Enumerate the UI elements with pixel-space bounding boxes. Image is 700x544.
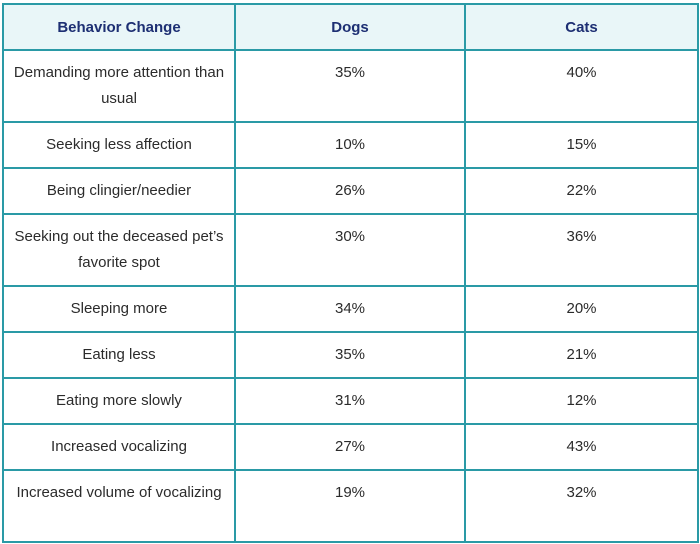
behavior-cell: Seeking out the deceased pet’s favorite … xyxy=(2,213,236,287)
dogs-cell: 35% xyxy=(234,49,466,123)
behavior-cell: Increased vocalizing xyxy=(2,423,236,471)
behavior-cell: Demanding more attention than usual xyxy=(2,49,236,123)
dogs-cell: 30% xyxy=(234,213,466,287)
table-row: Demanding more attention than usual 35% … xyxy=(2,49,699,123)
table-row: Increased vocalizing 27% 43% xyxy=(2,423,699,471)
dogs-cell: 10% xyxy=(234,121,466,169)
dogs-cell: 31% xyxy=(234,377,466,425)
cats-cell: 40% xyxy=(464,49,699,123)
dogs-cell: 19% xyxy=(234,469,466,543)
table-row: Seeking out the deceased pet’s favorite … xyxy=(2,213,699,287)
dogs-cell: 34% xyxy=(234,285,466,333)
table-row: Eating more slowly 31% 12% xyxy=(2,377,699,425)
cats-cell: 36% xyxy=(464,213,699,287)
table-row: Eating less 35% 21% xyxy=(2,331,699,379)
table-row: Increased volume of vocalizing 19% 32% xyxy=(2,469,699,543)
header-cats: Cats xyxy=(464,3,699,51)
header-dogs: Dogs xyxy=(234,3,466,51)
cats-cell: 20% xyxy=(464,285,699,333)
cats-cell: 22% xyxy=(464,167,699,215)
cats-cell: 15% xyxy=(464,121,699,169)
table-header-row: Behavior Change Dogs Cats xyxy=(2,3,699,51)
header-behavior-change: Behavior Change xyxy=(2,3,236,51)
cats-cell: 32% xyxy=(464,469,699,543)
dogs-cell: 27% xyxy=(234,423,466,471)
table-row: Being clingier/needier 26% 22% xyxy=(2,167,699,215)
behavior-cell: Increased volume of vocalizing xyxy=(2,469,236,543)
behavior-table-container: Behavior Change Dogs Cats Demanding more… xyxy=(2,3,699,543)
behavior-cell: Being clingier/needier xyxy=(2,167,236,215)
behavior-cell: Seeking less affection xyxy=(2,121,236,169)
cats-cell: 12% xyxy=(464,377,699,425)
dogs-cell: 35% xyxy=(234,331,466,379)
behavior-cell: Eating less xyxy=(2,331,236,379)
behavior-cell: Sleeping more xyxy=(2,285,236,333)
cats-cell: 43% xyxy=(464,423,699,471)
table-row: Sleeping more 34% 20% xyxy=(2,285,699,333)
table-row: Seeking less affection 10% 15% xyxy=(2,121,699,169)
behavior-cell: Eating more slowly xyxy=(2,377,236,425)
behavior-change-table: Behavior Change Dogs Cats Demanding more… xyxy=(2,3,699,543)
dogs-cell: 26% xyxy=(234,167,466,215)
cats-cell: 21% xyxy=(464,331,699,379)
